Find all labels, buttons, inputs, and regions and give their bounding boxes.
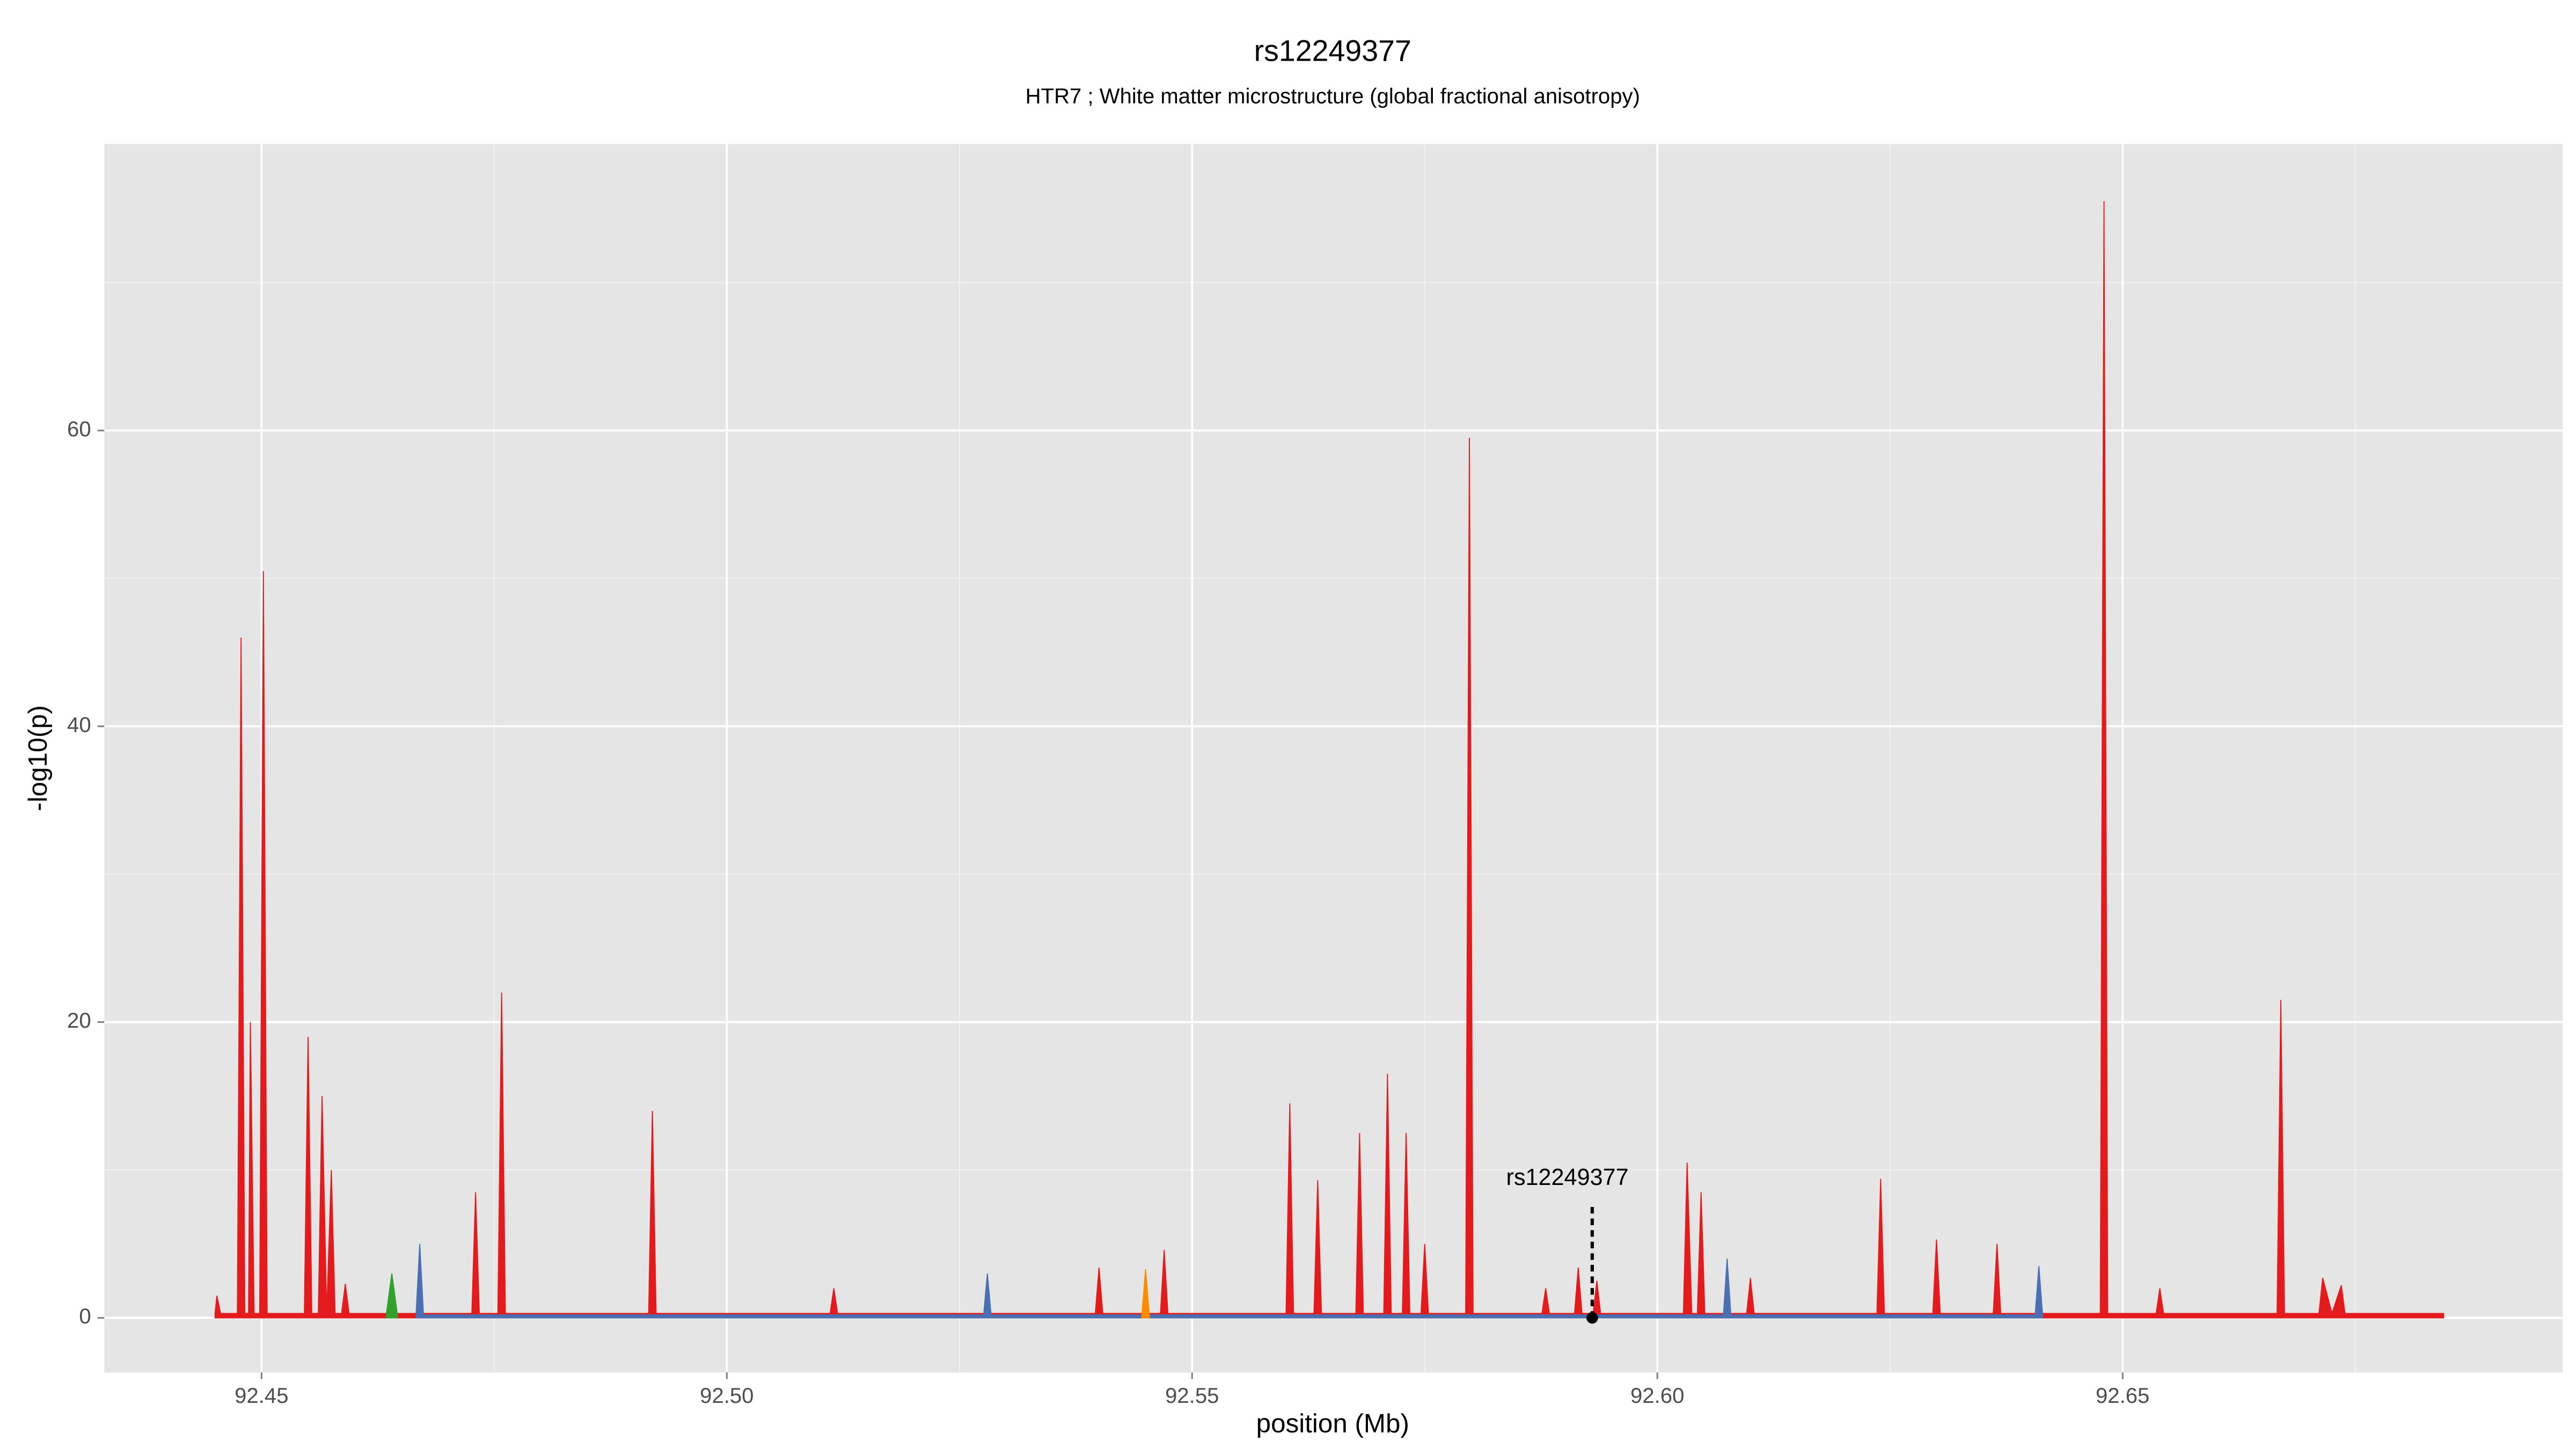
plot-panel xyxy=(104,144,2563,1373)
y-tick-label: 40 xyxy=(67,713,91,737)
x-axis-label: position (Mb) xyxy=(1256,1409,1409,1438)
x-tick-label: 92.55 xyxy=(1165,1384,1219,1408)
area xyxy=(415,1243,2043,1319)
x-tick-label: 92.60 xyxy=(1630,1384,1684,1408)
y-tick-label: 0 xyxy=(79,1305,91,1328)
chart-subtitle: HTR7 ; White matter microstructure (glob… xyxy=(1026,85,1640,108)
x-tick-label: 92.45 xyxy=(235,1384,288,1408)
annotation-dot xyxy=(1586,1312,1598,1324)
y-tick-label: 60 xyxy=(67,418,91,441)
area xyxy=(385,1273,398,1319)
x-tick-label: 92.50 xyxy=(700,1384,753,1408)
y-axis-label: -log10(p) xyxy=(23,705,53,811)
area xyxy=(214,201,2445,1319)
y-tick-label: 20 xyxy=(67,1009,91,1033)
annotation-label: rs12249377 xyxy=(1506,1165,1629,1190)
area xyxy=(1141,1269,1150,1319)
x-tick-label: 92.65 xyxy=(2096,1384,2149,1408)
chart-title: rs12249377 xyxy=(1254,34,1411,67)
